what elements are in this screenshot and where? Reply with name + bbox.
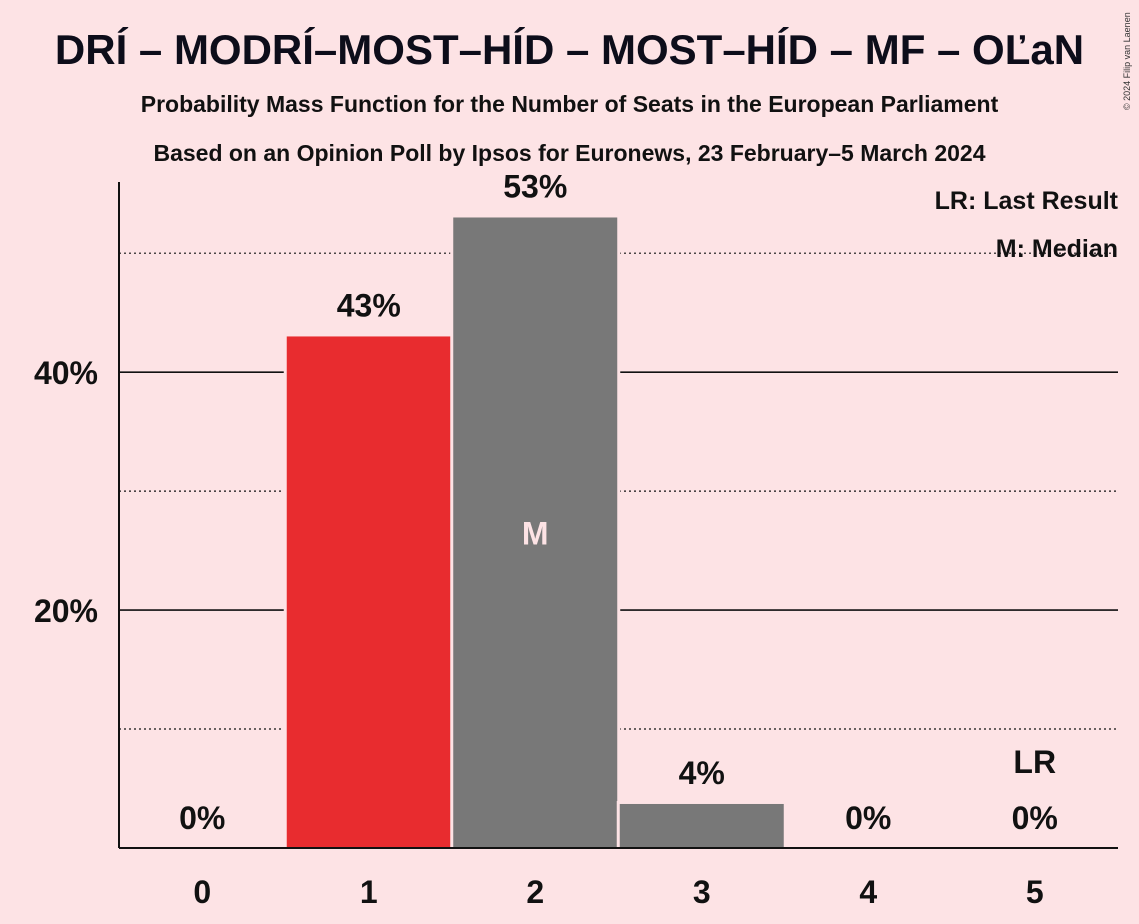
value-label: 0% (179, 800, 225, 836)
legend-median: M: Median (996, 235, 1118, 263)
y-tick-label: 20% (34, 593, 98, 629)
chart-title: DRÍ – MODRÍ–MOST–HÍD – MOST–HÍD – MF – O… (54, 26, 1085, 73)
value-labels: 0% 43% 53% 4% 0% 0% M LR (179, 168, 1058, 836)
value-label: 4% (679, 755, 725, 791)
x-tick-label: 4 (859, 874, 877, 910)
x-tick-label: 5 (1026, 874, 1044, 910)
median-marker: M (522, 516, 549, 552)
bar-seats-2 (453, 217, 618, 848)
x-tick-label: 2 (526, 874, 544, 910)
value-label: 0% (1012, 800, 1058, 836)
bar-seats-1 (286, 336, 451, 848)
last-result-marker: LR (1013, 744, 1056, 780)
chart-source-line: Based on an Opinion Poll by Ipsos for Eu… (153, 140, 986, 166)
bar-seats-3 (619, 803, 784, 848)
x-tick-label: 0 (193, 874, 211, 910)
value-label: 0% (845, 800, 891, 836)
legend-last-result: LR: Last Result (935, 187, 1119, 215)
x-tick-label: 1 (360, 874, 378, 910)
value-label: 43% (337, 287, 401, 323)
bars (283, 214, 787, 849)
axes: 0 1 2 3 4 5 20% 40% (34, 182, 1118, 910)
x-tick-label: 3 (693, 874, 711, 910)
chart-subtitle: Probability Mass Function for the Number… (140, 91, 999, 117)
y-tick-label: 40% (34, 355, 98, 391)
value-label: 53% (503, 168, 567, 204)
